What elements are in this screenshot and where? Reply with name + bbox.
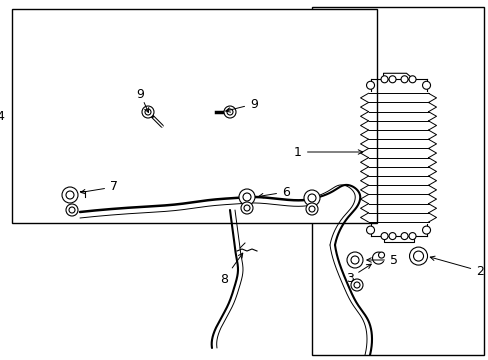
Circle shape <box>69 207 75 213</box>
Circle shape <box>380 233 387 240</box>
Circle shape <box>400 76 407 83</box>
Circle shape <box>243 193 250 201</box>
Circle shape <box>142 106 154 118</box>
Circle shape <box>305 203 317 215</box>
Circle shape <box>241 202 252 214</box>
Text: 9: 9 <box>225 98 257 112</box>
Circle shape <box>408 233 415 240</box>
Circle shape <box>307 194 315 202</box>
Circle shape <box>239 189 254 205</box>
Bar <box>311 7 483 355</box>
Circle shape <box>413 251 423 261</box>
Circle shape <box>66 191 74 199</box>
Text: 4: 4 <box>0 109 4 123</box>
Circle shape <box>66 204 78 216</box>
Circle shape <box>366 81 374 89</box>
Circle shape <box>366 226 374 234</box>
Circle shape <box>62 187 78 203</box>
Text: 6: 6 <box>258 185 289 198</box>
Text: 1: 1 <box>293 145 362 158</box>
Circle shape <box>400 233 407 240</box>
Text: 7: 7 <box>81 180 118 194</box>
Circle shape <box>353 282 359 288</box>
Circle shape <box>380 76 387 83</box>
Circle shape <box>388 76 395 83</box>
Circle shape <box>350 256 358 264</box>
Circle shape <box>224 106 236 118</box>
Text: 5: 5 <box>366 253 397 266</box>
Text: 2: 2 <box>429 256 483 278</box>
Circle shape <box>422 81 429 89</box>
Circle shape <box>408 76 415 83</box>
Circle shape <box>308 206 314 212</box>
Circle shape <box>226 109 232 115</box>
Circle shape <box>378 252 384 258</box>
Text: 9: 9 <box>136 87 143 100</box>
Circle shape <box>145 109 151 115</box>
Text: 8: 8 <box>220 253 242 286</box>
Circle shape <box>244 205 249 211</box>
Bar <box>12 9 376 223</box>
Circle shape <box>388 233 395 240</box>
Circle shape <box>422 226 429 234</box>
Text: 3: 3 <box>345 264 370 284</box>
Circle shape <box>346 252 362 268</box>
Circle shape <box>408 247 427 265</box>
Circle shape <box>350 279 362 291</box>
Circle shape <box>304 190 319 206</box>
